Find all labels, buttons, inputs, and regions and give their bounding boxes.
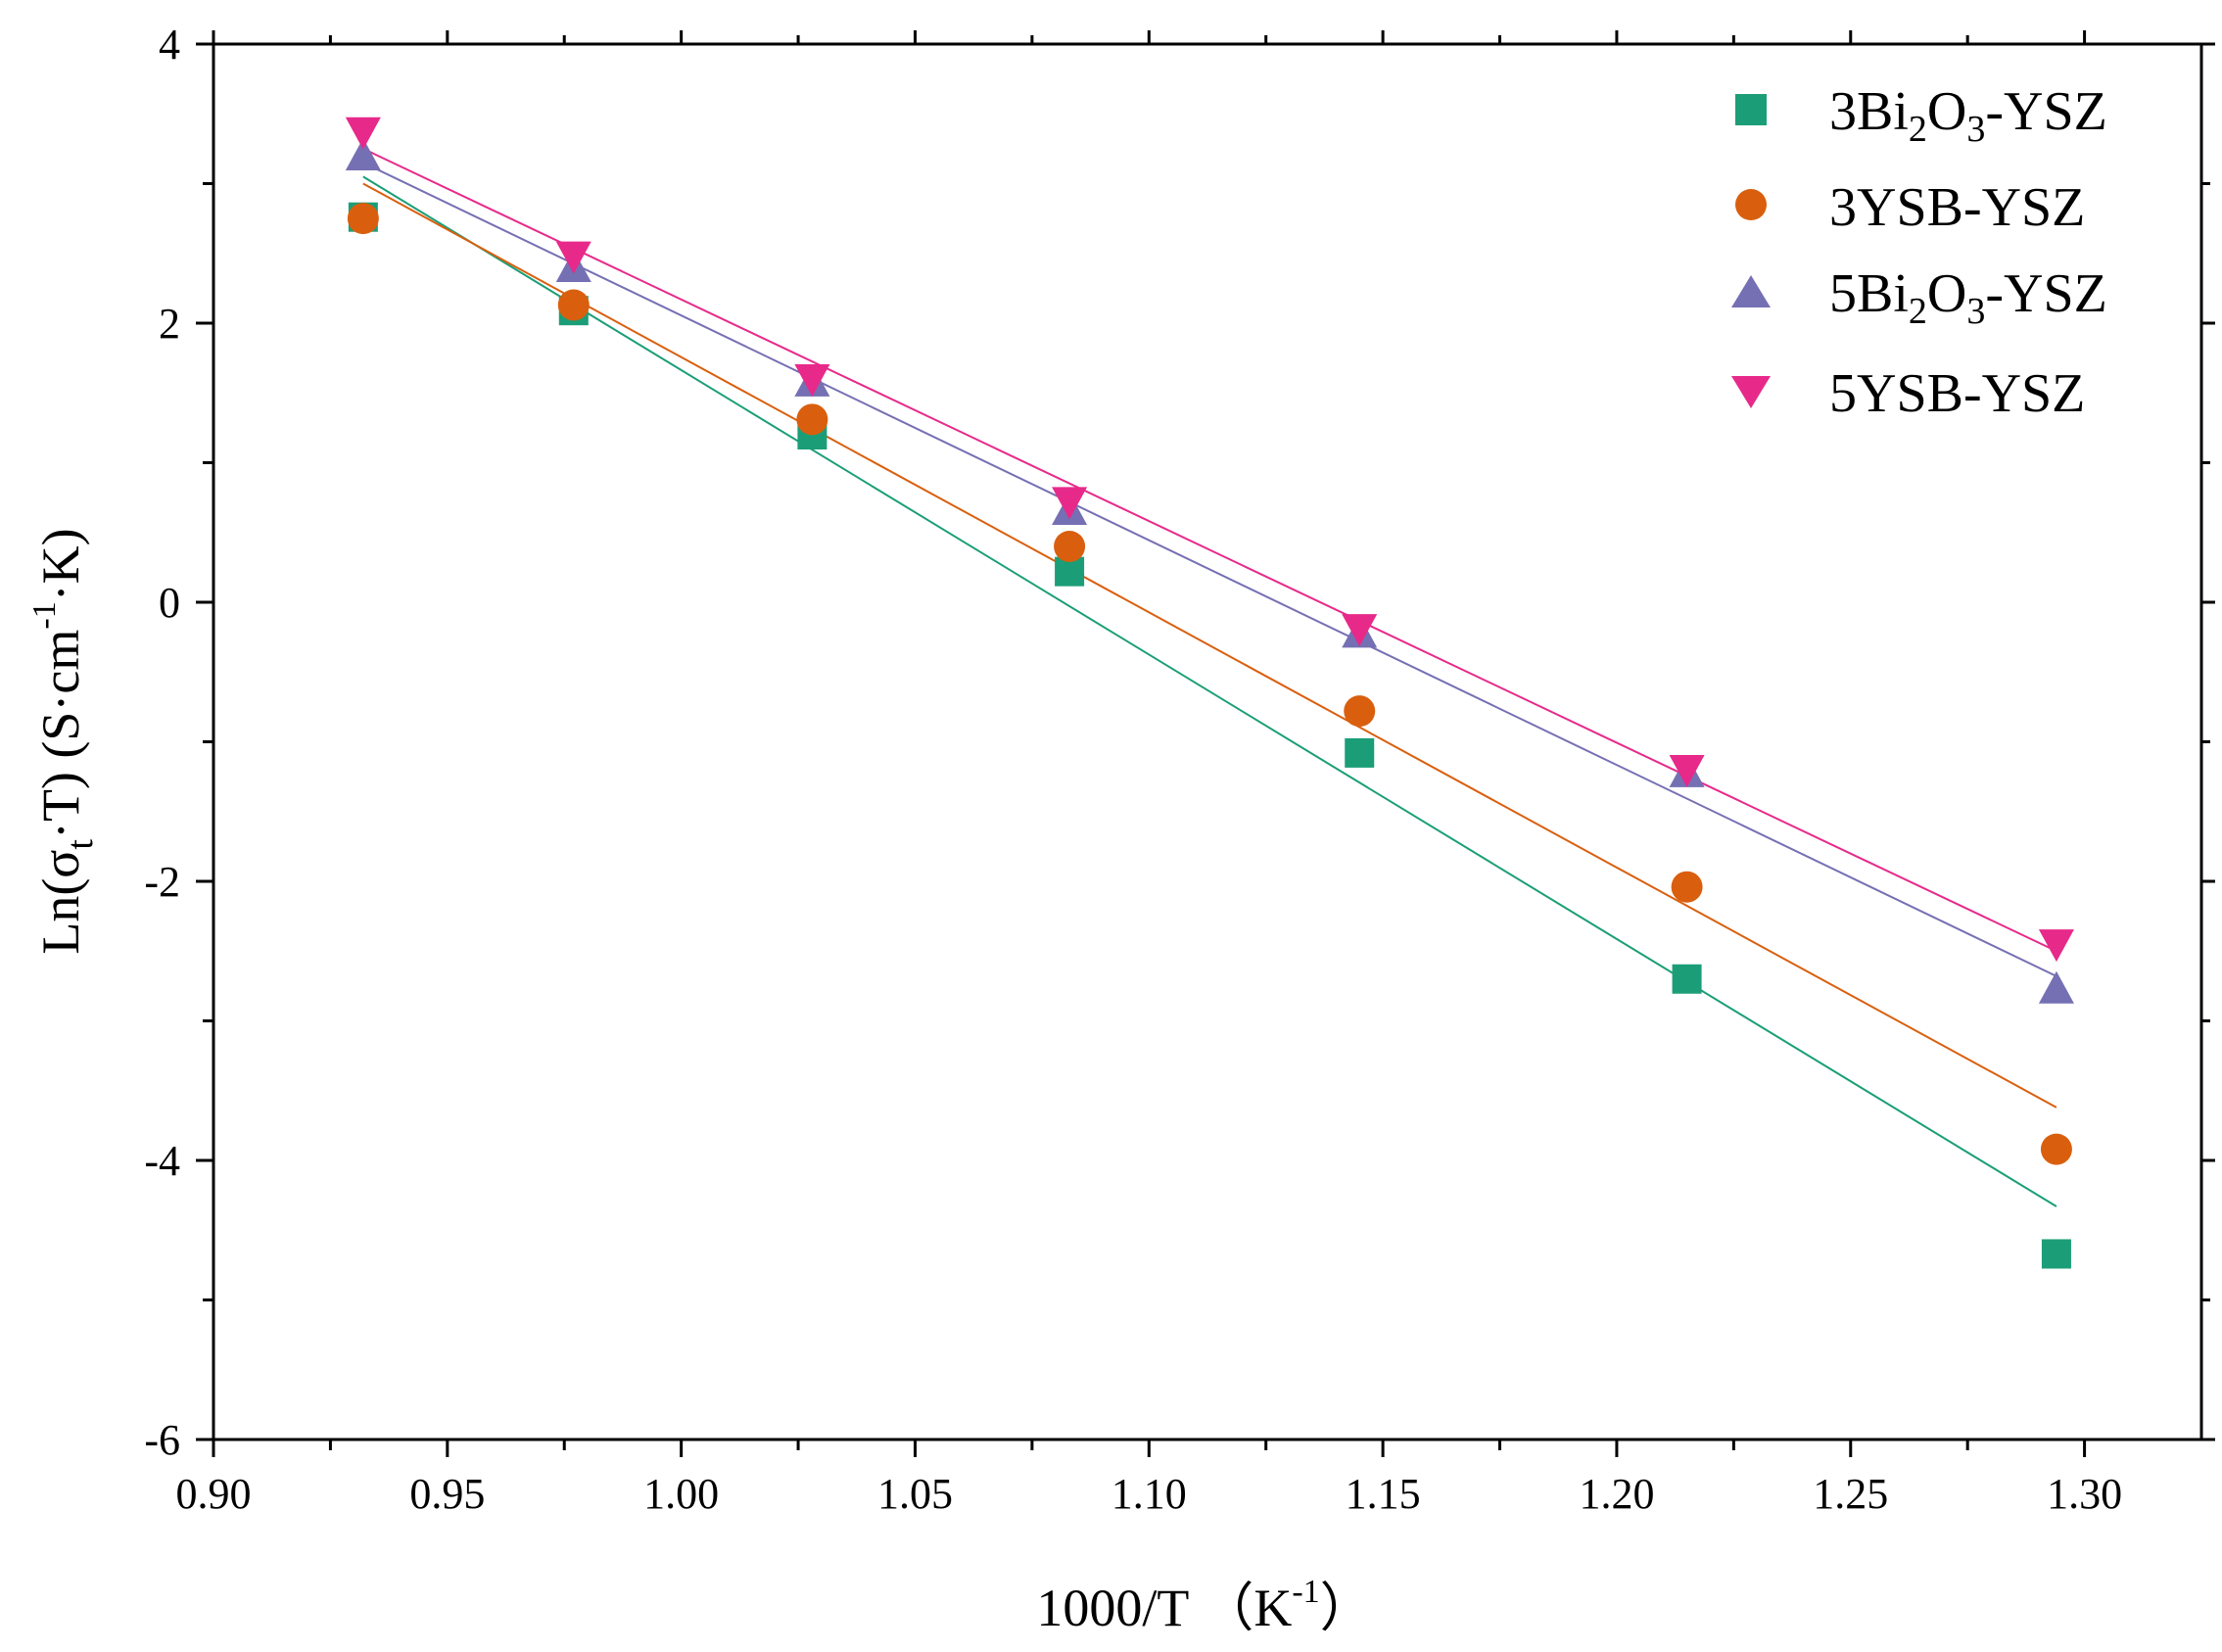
data-point-5ysb-ysz xyxy=(1052,487,1088,520)
x-tick-label: 1.10 xyxy=(1111,1470,1187,1518)
legend-label: 5YSB-YSZ xyxy=(1829,363,2085,424)
x-tick-label: 0.90 xyxy=(176,1470,252,1518)
x-tick-label: 1.05 xyxy=(877,1470,953,1518)
legend-marker-square xyxy=(1735,94,1767,125)
fit-line-3bi2o3-ysz xyxy=(362,175,2057,1207)
data-point-3ysb-ysz xyxy=(347,203,379,235)
y-axis-title: Ln(σt·T) (S·cm-1·K) xyxy=(26,528,101,954)
y-tick-label: 0 xyxy=(159,579,180,627)
data-point-3ysb-ysz xyxy=(796,403,828,436)
fit-lines xyxy=(362,147,2057,1207)
y-tick-label: 2 xyxy=(159,300,180,348)
data-point-5bi2o3-ysz xyxy=(345,138,381,170)
data-point-5ysb-ysz xyxy=(2038,929,2074,963)
data-point-3bi2o3-ysz xyxy=(2041,1239,2071,1269)
legend-marker-triangle-up xyxy=(1731,275,1771,307)
data-point-5bi2o3-ysz xyxy=(2038,970,2074,1004)
data-point-3ysb-ysz xyxy=(1344,695,1376,728)
x-tick-label: 1.20 xyxy=(1579,1470,1654,1518)
data-point-5ysb-ysz xyxy=(345,117,381,150)
legend-label: 5Bi2O3-YSZ xyxy=(1829,263,2107,332)
legend-marker-triangle-down xyxy=(1731,376,1771,408)
data-point-5ysb-ysz xyxy=(794,364,830,397)
legend-label: 3Bi2O3-YSZ xyxy=(1829,81,2107,150)
data-point-3ysb-ysz xyxy=(1671,871,1703,903)
fit-line-3ysb-ysz xyxy=(362,182,2057,1109)
legend-entry-3ysb-ysz: 3YSB-YSZ xyxy=(1735,177,2085,238)
legend: 3Bi2O3-YSZ 3YSB-YSZ 5Bi2O3-YSZ 5YSB-YSZ xyxy=(1731,81,2107,424)
legend-entry-3bi2o3-ysz: 3Bi2O3-YSZ xyxy=(1735,81,2107,150)
legend-label: 3YSB-YSZ xyxy=(1829,177,2085,238)
data-point-5ysb-ysz xyxy=(1669,755,1705,787)
data-point-3ysb-ysz xyxy=(557,289,590,321)
plot-frame xyxy=(212,42,2203,1441)
x-tick-label: 0.95 xyxy=(409,1470,485,1518)
data-point-5ysb-ysz xyxy=(555,241,591,274)
data-point-3bi2o3-ysz xyxy=(1672,964,1702,994)
data-point-3ysb-ysz xyxy=(2040,1133,2072,1165)
x-tick-label: 1.00 xyxy=(643,1470,719,1518)
y-tick-label: -2 xyxy=(144,858,180,906)
x-tick-label: 1.30 xyxy=(2047,1470,2122,1518)
x-axis-title: 1000/T （K-1） xyxy=(1036,1574,1372,1637)
x-axis-ticks: 0.90 0.95 1.00 1.05 1.10 1.15 1.20 1.25 1.30 xyxy=(176,30,2122,1518)
fit-line-5ysb-ysz xyxy=(362,147,2057,953)
legend-entry-5ysb-ysz: 5YSB-YSZ xyxy=(1731,363,2085,424)
data-markers xyxy=(345,117,2074,1269)
data-point-3ysb-ysz xyxy=(1054,531,1086,562)
y-tick-label: 4 xyxy=(159,21,180,69)
x-tick-label: 1.15 xyxy=(1346,1470,1421,1518)
plot-border xyxy=(212,42,2203,1441)
y-axis-ticks: 4 2 0 -2 -4 -6 xyxy=(144,21,2215,1464)
y-tick-label: -4 xyxy=(144,1137,180,1185)
fit-line-5bi2o3-ysz xyxy=(362,162,2057,977)
x-tick-label: 1.25 xyxy=(1813,1470,1888,1518)
legend-entry-5bi2o3-ysz: 5Bi2O3-YSZ xyxy=(1731,263,2107,332)
data-point-5ysb-ysz xyxy=(1342,614,1378,647)
legend-marker-circle xyxy=(1735,189,1767,220)
y-tick-label: -6 xyxy=(144,1416,180,1464)
data-point-3bi2o3-ysz xyxy=(1345,737,1375,768)
